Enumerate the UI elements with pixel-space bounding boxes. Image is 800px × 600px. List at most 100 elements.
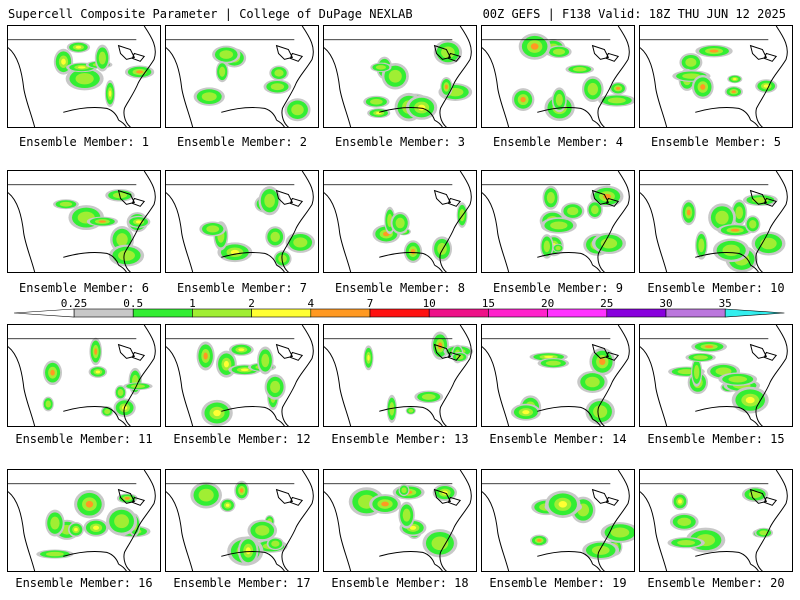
west-coastline xyxy=(8,47,36,127)
west-coastline xyxy=(166,346,194,426)
panel-label: Ensemble Member: 12 xyxy=(173,432,311,446)
scp-field xyxy=(672,44,778,100)
gulf-coastline xyxy=(379,406,436,420)
scp-field xyxy=(539,185,626,259)
scp-field xyxy=(196,341,286,426)
color-tick-label: 10 xyxy=(423,297,436,310)
florida-coastline xyxy=(592,264,601,272)
florida-coastline xyxy=(750,418,759,426)
color-swatch xyxy=(428,308,489,318)
great-lakes xyxy=(433,343,462,361)
panel-label: Ensemble Member: 14 xyxy=(489,432,627,446)
scp-field xyxy=(681,193,786,272)
gulf-coastline xyxy=(221,406,278,420)
great-lakes xyxy=(433,488,462,506)
west-coastline xyxy=(482,491,510,571)
map-panel xyxy=(165,469,319,572)
scp-field xyxy=(667,486,774,553)
panel-label: Ensemble Member: 15 xyxy=(647,432,785,446)
panel-label: Ensemble Member: 5 xyxy=(650,135,782,149)
color-swatch xyxy=(192,308,252,318)
east-coastline xyxy=(123,470,156,571)
us-map xyxy=(8,470,156,571)
great-lakes xyxy=(749,488,778,506)
west-coastline xyxy=(482,346,510,426)
gulf-coastline xyxy=(695,551,752,565)
florida-coastline xyxy=(434,264,443,272)
florida-coastline xyxy=(276,119,285,127)
color-swatch xyxy=(310,308,371,318)
florida-coastline xyxy=(276,264,285,272)
map-panel xyxy=(481,324,635,427)
map-panel xyxy=(7,25,161,128)
west-coastline xyxy=(166,491,194,571)
scp-field xyxy=(530,490,634,560)
panel-label: Ensemble Member: 8 xyxy=(334,281,466,295)
gulf-coastline xyxy=(537,406,594,420)
scp-field xyxy=(668,340,769,414)
west-coastline xyxy=(166,192,194,272)
great-lakes xyxy=(275,189,304,207)
panel-label: Ensemble Member: 6 xyxy=(18,281,150,295)
color-tick-label: 30 xyxy=(659,297,672,310)
color-tick-label: 15 xyxy=(482,297,495,310)
scp-field xyxy=(348,484,458,558)
west-coastline xyxy=(640,346,668,426)
us-map xyxy=(166,171,316,272)
florida-coastline xyxy=(118,264,127,272)
great-lakes xyxy=(275,343,304,361)
gulf-coastline xyxy=(63,551,120,565)
map-panel xyxy=(323,25,477,128)
map-panel xyxy=(165,25,319,128)
scp-field xyxy=(199,186,316,268)
west-coastline xyxy=(8,491,36,571)
us-map xyxy=(166,470,314,571)
map-panel xyxy=(481,25,635,128)
great-lakes xyxy=(117,44,146,62)
color-swatch xyxy=(73,308,134,318)
florida-coastline xyxy=(434,418,443,426)
east-coastline xyxy=(281,325,314,426)
gulf-coastline xyxy=(695,107,752,121)
gulf-coastline xyxy=(221,252,278,266)
us-map xyxy=(640,470,788,571)
color-swatch xyxy=(251,308,312,318)
panel-label: Ensemble Member: 2 xyxy=(176,135,308,149)
color-swatch xyxy=(488,308,548,318)
west-coastline xyxy=(640,491,668,571)
gulf-coastline xyxy=(379,252,436,266)
panel-label: Ensemble Member: 18 xyxy=(331,576,469,590)
panel-label: Ensemble Member: 1 xyxy=(18,135,150,149)
gulf-coastline xyxy=(537,551,594,565)
florida-coastline xyxy=(118,563,127,571)
panel-label: Ensemble Member: 11 xyxy=(15,432,153,446)
great-lakes xyxy=(591,488,620,506)
east-coastline xyxy=(281,171,314,272)
color-tick-label: 4 xyxy=(307,297,314,310)
west-coastline xyxy=(8,346,36,426)
scp-field xyxy=(42,337,153,418)
scp-field xyxy=(510,347,616,425)
panel-label: Ensemble Member: 10 xyxy=(647,281,785,295)
west-coastline xyxy=(324,491,352,571)
us-map xyxy=(640,171,788,272)
map-panel xyxy=(481,469,635,572)
great-lakes xyxy=(275,488,304,506)
florida-coastline xyxy=(434,119,443,127)
west-coastline xyxy=(640,192,668,272)
gulf-coastline xyxy=(63,406,120,420)
color-tick-label: 35 xyxy=(719,297,732,310)
gulf-coastline xyxy=(695,252,752,266)
east-coastline xyxy=(439,26,472,127)
map-panel xyxy=(323,324,477,427)
west-coastline xyxy=(324,192,352,272)
us-map xyxy=(8,26,156,127)
map-panel xyxy=(639,469,793,572)
scp-field xyxy=(372,202,468,263)
color-swatch xyxy=(547,308,608,318)
model-run-info: 00Z GEFS | F138 Valid: 18Z THU JUN 12 20… xyxy=(482,7,786,21)
east-coastline xyxy=(281,26,314,127)
east-coastline xyxy=(755,171,788,272)
west-coastline xyxy=(166,47,194,127)
map-panel xyxy=(165,324,319,427)
